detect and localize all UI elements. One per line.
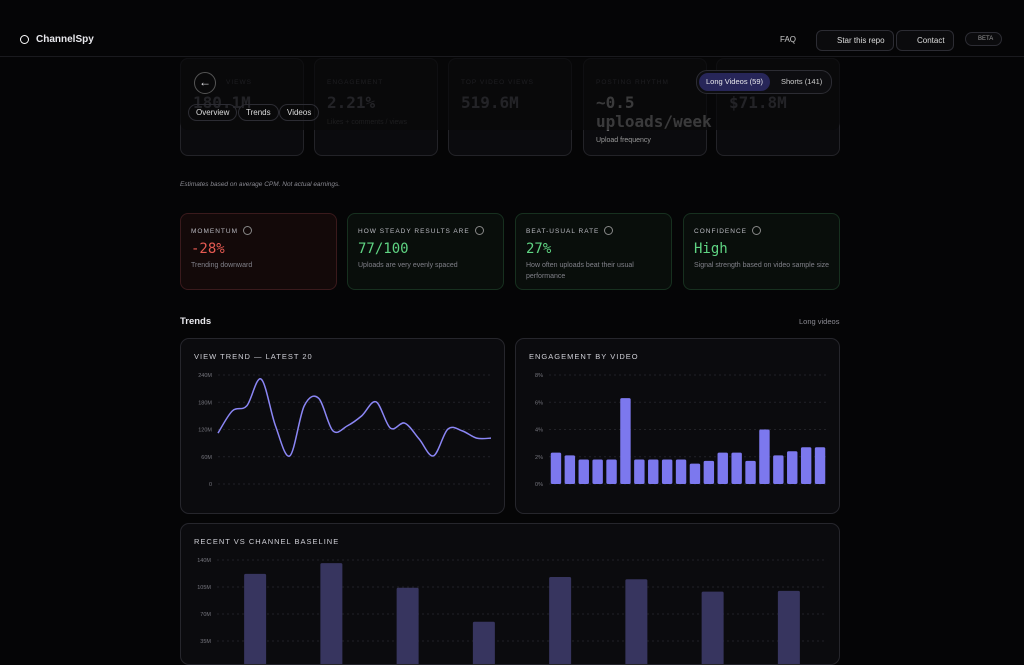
bar xyxy=(717,452,728,484)
bar xyxy=(606,459,617,484)
chart-panel: VIEW TREND — LATEST 20 0 60M 120M 180M 240M xyxy=(180,338,505,514)
signal-sub: Signal strength based on video sample si… xyxy=(694,262,830,269)
bar xyxy=(592,459,603,484)
signal-sub: How often uploads beat their usual perfo… xyxy=(526,262,634,280)
bar xyxy=(634,459,645,484)
bar xyxy=(800,447,812,484)
bar xyxy=(549,576,572,664)
bar xyxy=(620,398,631,484)
y-tick-label: 8% xyxy=(535,373,543,379)
y-tick-label: 0 xyxy=(209,482,212,488)
back-button[interactable]: ← xyxy=(194,72,216,94)
y-tick-label: 180M xyxy=(198,400,212,406)
signal-value: 77/100 xyxy=(358,241,409,257)
chart-title: ENGAGEMENT BY VIDEO xyxy=(529,352,639,361)
nav-star[interactable]: Star this repo xyxy=(816,30,894,51)
bar xyxy=(703,460,715,484)
info-icon[interactable] xyxy=(243,226,252,235)
tab[interactable]: Videos xyxy=(279,104,320,121)
y-tick-label: 240M xyxy=(198,373,212,379)
trend-line xyxy=(217,378,492,457)
nav-faq[interactable]: FAQ xyxy=(780,35,797,44)
y-tick-label: 0% xyxy=(535,482,543,488)
bar xyxy=(814,447,826,484)
toolbar: ← Overview Trends Videos Long Videos (59… xyxy=(180,58,840,130)
y-tick-label: 105M xyxy=(197,585,211,591)
info-icon[interactable] xyxy=(604,226,614,235)
tab[interactable]: Overview xyxy=(188,104,238,121)
toggle: Long Videos (59) Shorts (141) xyxy=(696,70,832,94)
bar xyxy=(625,579,648,664)
bar xyxy=(244,573,267,664)
chart-title: VIEW TREND — LATEST 20 xyxy=(194,352,313,361)
signal-label: BEAT-USUAL RATE xyxy=(526,226,614,235)
brand[interactable]: ChannelSpy xyxy=(36,34,94,45)
bar xyxy=(759,429,770,484)
tab[interactable]: Trends xyxy=(238,104,279,121)
bar xyxy=(578,459,589,484)
signal-value: -28% xyxy=(191,241,225,257)
bar xyxy=(564,455,576,484)
bar xyxy=(472,621,495,664)
bar xyxy=(550,452,562,484)
signal-label: CONFIDENCE xyxy=(694,226,761,235)
y-tick-label: 60M xyxy=(201,455,212,461)
y-tick-label: 4% xyxy=(535,428,543,434)
signal-sub: Trending downward xyxy=(191,262,253,269)
stat-sub: Upload frequency xyxy=(596,137,651,144)
signal-card: BEAT-USUAL RATE 27% How often uploads beat… xyxy=(515,213,672,290)
signal-label: MOMENTUM xyxy=(191,226,252,235)
bar xyxy=(773,455,784,484)
bar xyxy=(701,591,724,664)
chart-panel: ENGAGEMENT BY VIDEO 0% 2% 4% 6% 8% xyxy=(515,338,840,514)
badge: BETA xyxy=(965,32,1003,46)
bar xyxy=(396,587,419,664)
bar xyxy=(731,452,742,484)
bar xyxy=(777,590,800,664)
info-icon[interactable] xyxy=(474,226,484,235)
bar xyxy=(675,459,687,484)
y-tick-label: 140M xyxy=(197,558,211,564)
header: ChannelSpy FAQ Star this repo Contact BE… xyxy=(0,0,1024,57)
bar xyxy=(661,459,673,484)
y-tick-label: 120M xyxy=(198,428,212,434)
toggle-option[interactable]: Shorts (141) xyxy=(781,77,823,86)
signal-card: MOMENTUM -28% Trending downward xyxy=(180,213,337,290)
bar xyxy=(745,460,756,484)
signal-card: CONFIDENCE High Signal strength based on v… xyxy=(683,213,840,290)
nav-contact[interactable]: Contact xyxy=(896,30,954,51)
chart: RECENT VS CHANNEL BASELINE 35M 70M 105M 140M xyxy=(194,537,827,664)
section-title: Trends xyxy=(180,316,212,327)
logo xyxy=(20,35,29,44)
signal-card: HOW STEADY RESULTS ARE 77/100 Uploads are … xyxy=(347,213,504,290)
y-tick-label: 35M xyxy=(200,639,211,645)
y-tick-label: 70M xyxy=(200,612,211,618)
toggle-option[interactable]: Long Videos (59) xyxy=(699,73,770,91)
signal-sub: Uploads are very evenly spaced xyxy=(358,262,458,269)
chart: VIEW TREND — LATEST 20 0 60M 120M 180M 240M xyxy=(194,352,492,488)
bar xyxy=(787,451,798,484)
y-tick-label: 2% xyxy=(535,455,543,461)
note: Estimates based on average CPM. Not actu… xyxy=(180,181,341,188)
signal-value: 27% xyxy=(526,241,552,257)
chart: ENGAGEMENT BY VIDEO 0% 2% 4% 6% 8% xyxy=(529,352,827,488)
bar xyxy=(648,459,659,484)
signal-value: High xyxy=(694,241,728,257)
signal-label: HOW STEADY RESULTS ARE xyxy=(358,226,484,235)
info-icon[interactable] xyxy=(751,226,761,235)
bar xyxy=(320,563,343,664)
y-tick-label: 6% xyxy=(535,400,543,406)
chart-title: RECENT VS CHANNEL BASELINE xyxy=(194,537,339,546)
section-filter[interactable]: Long videos xyxy=(799,317,840,326)
chart-panel: RECENT VS CHANNEL BASELINE 35M 70M 105M 140M xyxy=(180,523,840,665)
bar xyxy=(689,463,701,484)
